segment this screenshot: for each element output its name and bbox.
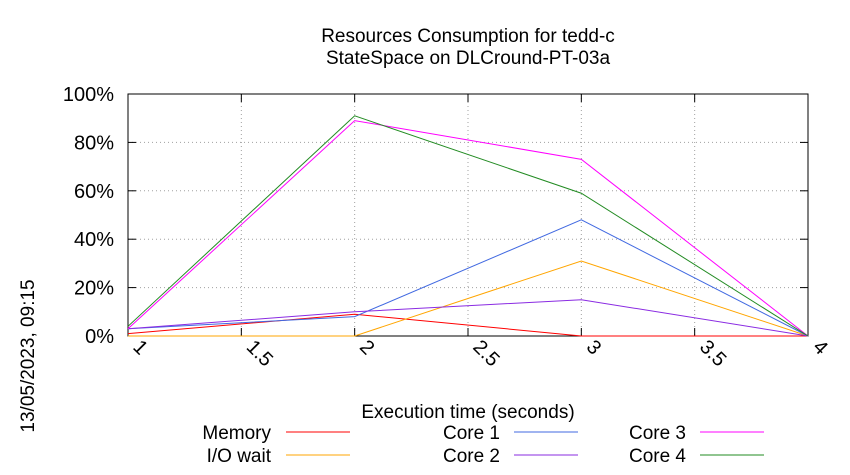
- legend-label-core-1: Core 1: [443, 423, 500, 444]
- x-tick-label: 2: [355, 336, 378, 359]
- series-line-core-1: [127, 219, 809, 337]
- y-ticks: 0% 20% 40% 60% 80% 100%: [63, 84, 808, 348]
- x-tick-label: 3.5: [695, 336, 730, 371]
- chart-title-line-1: Resources Consumption for tedd-c: [321, 26, 615, 47]
- x-tick-label: 4: [808, 336, 831, 359]
- y-tick-label: 20%: [74, 278, 114, 300]
- chart-title: Resources Consumption for tedd-cStateSpa…: [321, 26, 615, 69]
- grid-lines: [128, 94, 808, 336]
- y-tick-label: 100%: [63, 84, 114, 106]
- y-tick-label: 80%: [74, 132, 114, 154]
- series-line-core-3: [127, 120, 809, 337]
- legend-label-core-2: Core 2: [443, 446, 500, 467]
- legend-label-i-o-wait: I/O wait: [207, 446, 272, 467]
- timestamp-label: 13/05/2023, 09:15: [18, 279, 39, 432]
- x-tick-label: 1: [128, 336, 151, 359]
- y-tick-label: 40%: [74, 229, 114, 251]
- x-tick-label: 2.5: [468, 336, 503, 371]
- series-line-core-4: [127, 115, 809, 337]
- series-lines: [127, 115, 809, 337]
- chart-title-line-2: StateSpace on DLCround-PT-03a: [326, 48, 611, 69]
- legend-label-memory: Memory: [202, 423, 271, 444]
- x-tick-label: 1.5: [242, 336, 277, 371]
- legend-label-core-4: Core 4: [629, 446, 686, 467]
- x-tick-label: 3: [582, 336, 605, 359]
- y-tick-label: 60%: [74, 181, 114, 203]
- x-axis-label: Execution time (seconds): [361, 402, 574, 423]
- series-line-core-2: [127, 299, 809, 337]
- y-tick-label: 0%: [85, 326, 114, 348]
- legend-label-core-3: Core 3: [629, 423, 686, 444]
- series-line-memory: [127, 313, 808, 337]
- x-ticks: 1 1.5 2 2.5 3 3.5 4: [127, 94, 832, 371]
- series-line-i-o-wait: [128, 260, 809, 337]
